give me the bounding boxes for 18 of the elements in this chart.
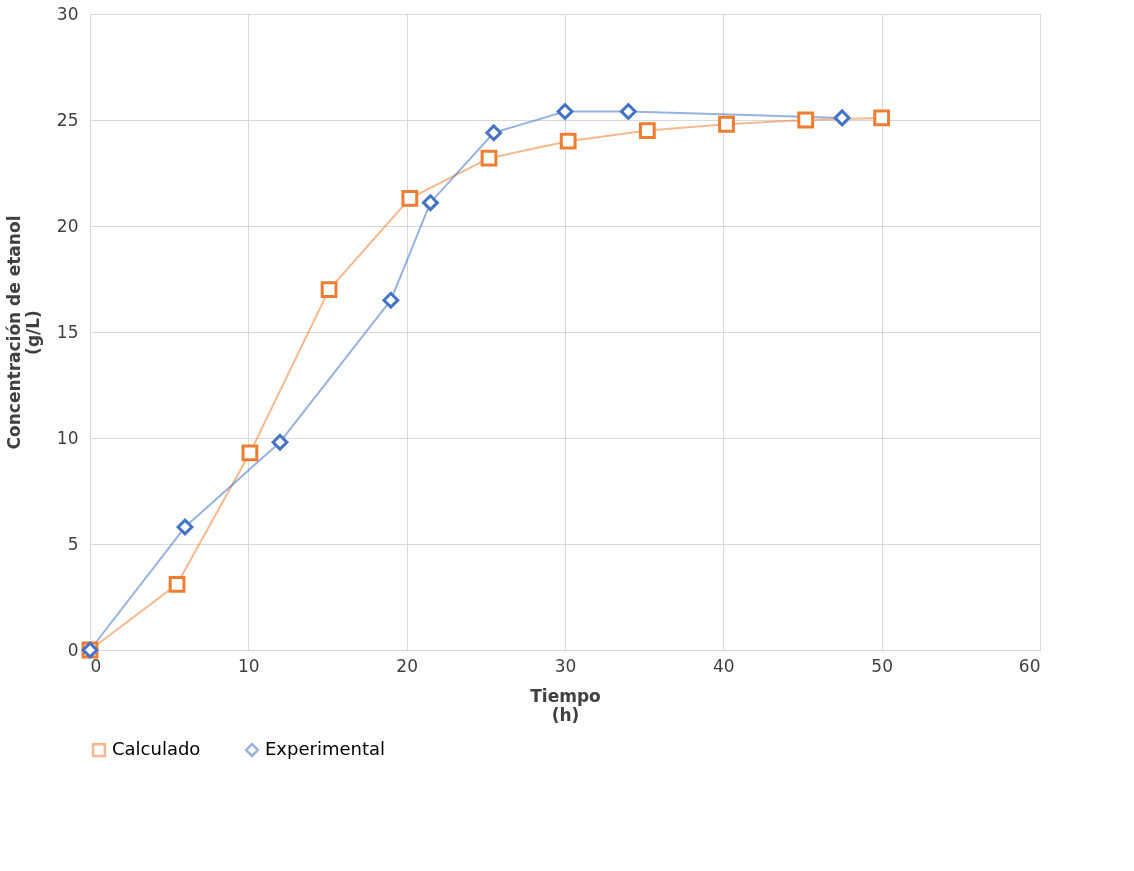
y-tick-label: 30 <box>56 3 79 24</box>
y-tick-label: 5 <box>67 533 79 554</box>
x-tick-label: 20 <box>396 655 418 676</box>
x-tick-label: 50 <box>871 655 893 676</box>
y-tick-label: 15 <box>56 321 79 342</box>
legend-label: Calculado <box>112 738 201 760</box>
x-tick-label: 40 <box>713 655 735 676</box>
y-tick-label: 0 <box>67 639 79 660</box>
y-tick-label: 10 <box>56 427 79 448</box>
y-tick-label: 20 <box>56 215 79 236</box>
x-tick-label: 0 <box>90 655 102 676</box>
y-axis-title: Concentración de etanol (g/L) <box>3 215 43 450</box>
x-axis-title: Tiempo (h) <box>530 685 601 725</box>
y-tick-label: 25 <box>56 109 79 130</box>
x-tick-label: 10 <box>238 655 260 676</box>
x-tick-label: 30 <box>554 655 577 676</box>
x-tick-label: 60 <box>1018 655 1041 676</box>
legend-label: Experimental <box>265 738 386 760</box>
